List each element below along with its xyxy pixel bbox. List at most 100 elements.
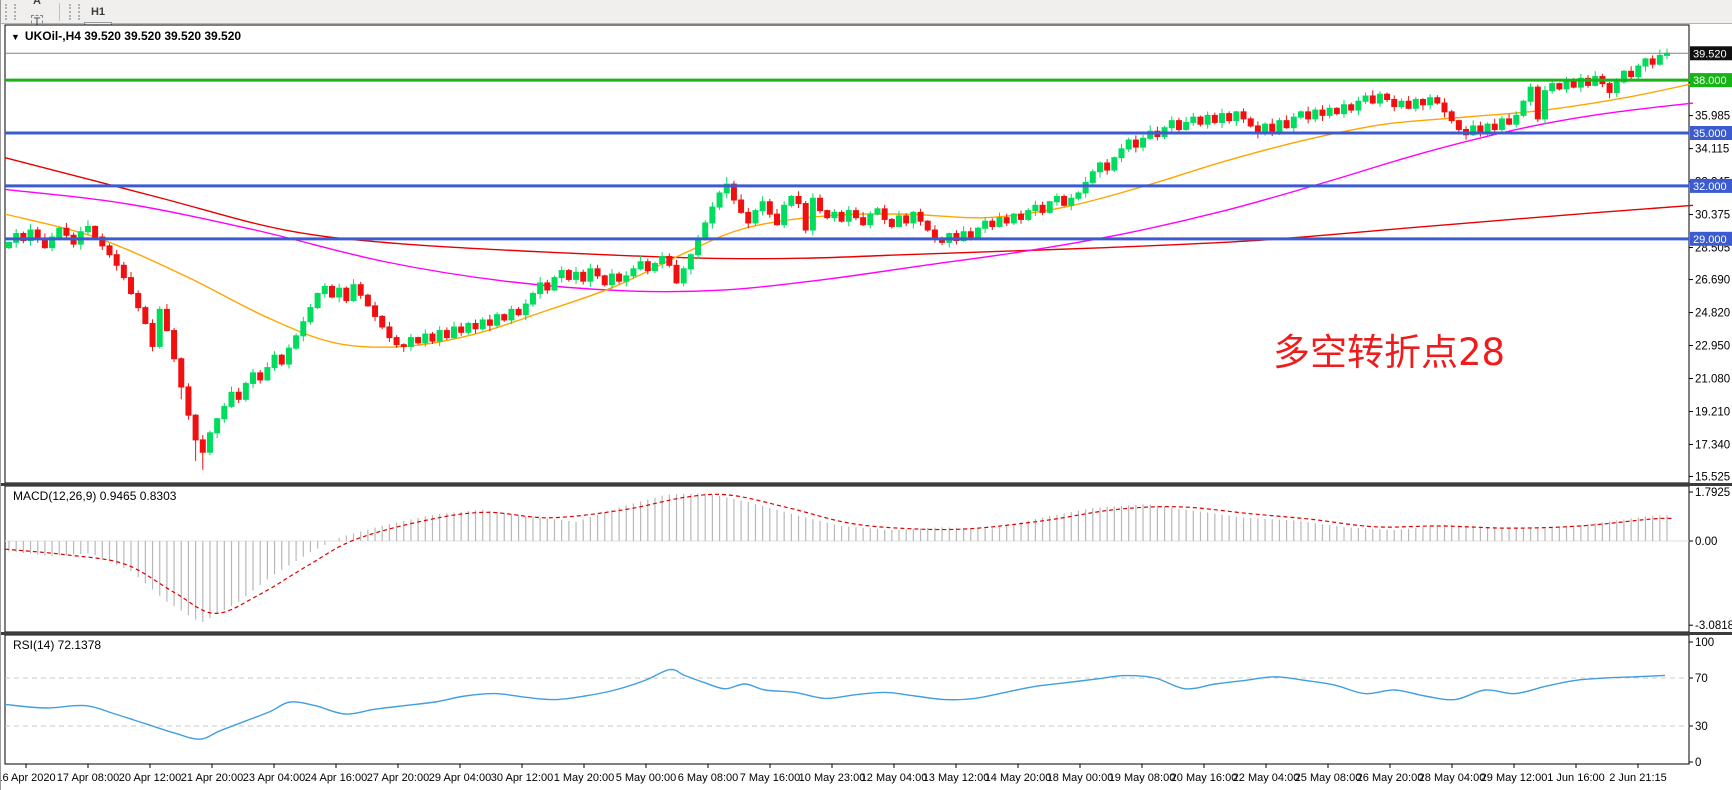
time-tick-label: 29 May 12:00: [1481, 772, 1548, 784]
candle-bull: [264, 367, 271, 381]
candle-bull: [1118, 148, 1125, 159]
time-tick-label: 28 May 04:00: [1419, 772, 1486, 784]
candle-bear: [1649, 58, 1656, 65]
candle-bull: [587, 268, 594, 282]
candle-bull: [1140, 137, 1147, 148]
candle-bull: [974, 227, 981, 238]
price-tick-label: 26.690: [1695, 275, 1730, 287]
candle-bear: [99, 236, 106, 247]
candle-bull: [1290, 116, 1297, 129]
candle-bear: [1039, 204, 1046, 213]
candle-bear: [1132, 139, 1139, 148]
candle-bear: [953, 233, 960, 242]
candle-bear: [393, 337, 400, 346]
candle-bull: [573, 271, 580, 280]
candle-bear: [1197, 116, 1204, 125]
macd-signal-line: [4, 493, 1674, 614]
candle-bull: [608, 273, 615, 286]
chart-plot[interactable]: 37.85535.98534.11532.24530.37528.50526.6…: [1, 23, 1732, 790]
candle-bear: [644, 261, 651, 272]
time-tick-label: 25 May 08:00: [1295, 772, 1362, 784]
time-tick-label: 7 May 16:00: [740, 772, 801, 784]
main-pane: [4, 24, 1690, 484]
candle-bull: [551, 277, 558, 291]
candle-bear: [415, 337, 422, 344]
price-tick-label: 34.115: [1695, 144, 1729, 156]
candle-bear: [824, 210, 831, 219]
candle-bull: [494, 314, 501, 326]
candle-bear: [199, 439, 206, 453]
time-tick-label: 1 May 20:00: [554, 772, 615, 784]
candle-bear: [838, 211, 845, 222]
candle-bear: [1018, 213, 1025, 220]
candle-bull: [1498, 118, 1505, 130]
toolbar-separator: [59, 2, 60, 21]
candle-bull: [831, 211, 838, 219]
candle-bull: [788, 195, 795, 206]
candle-bear: [881, 208, 888, 220]
candle-bear: [515, 308, 522, 316]
symbol-dropdown-icon[interactable]: ▼: [11, 32, 20, 42]
pane-separator-2[interactable]: [1, 632, 1732, 635]
candle-bear: [278, 354, 285, 365]
candle-bull: [1147, 130, 1154, 139]
candle-bear: [817, 197, 824, 212]
candle-bear: [616, 273, 623, 282]
time-tick-label: 21 Apr 20:00: [181, 772, 243, 784]
candle-bull: [84, 225, 91, 233]
rsi-axis-label: 30: [1695, 721, 1708, 733]
annotation-a-tool-button[interactable]: A: [33, 0, 41, 7]
candle-bull: [1635, 65, 1642, 78]
candle-bull: [1183, 121, 1190, 130]
candle-bull: [874, 208, 881, 215]
candle-bear: [1534, 86, 1541, 120]
candle-bull: [314, 292, 321, 309]
price-badge-label: 38.000: [1693, 75, 1727, 87]
candle-bear: [924, 220, 931, 231]
candle-bull: [1089, 171, 1096, 183]
candle-bear: [472, 322, 479, 330]
time-tick-label: 2 Jun 21:15: [1609, 772, 1667, 784]
candle-bear: [120, 264, 127, 279]
candle-bear: [738, 199, 745, 213]
candle-bear: [730, 183, 737, 201]
candle-bull: [221, 405, 228, 420]
time-tick-label: 23 Apr 04:00: [243, 772, 305, 784]
candle-bull: [659, 255, 666, 265]
candle-bull: [293, 335, 300, 349]
candle-bull: [350, 284, 357, 302]
candle-bear: [149, 322, 156, 347]
candle-bull: [321, 285, 328, 294]
time-tick-label: 22 May 04:00: [1233, 772, 1300, 784]
candle-bull: [1046, 201, 1053, 213]
candle-bull: [1075, 192, 1082, 199]
pane-separator[interactable]: [1, 483, 1732, 486]
candle-bear: [1226, 113, 1233, 122]
candle-bull: [1642, 58, 1649, 67]
candle-bear: [343, 287, 350, 302]
candle-bull: [759, 201, 766, 212]
candle-bull: [1613, 81, 1620, 93]
candle-bear: [1585, 77, 1592, 86]
macd-axis-label: 0.00: [1695, 536, 1717, 548]
toolbar-grip[interactable]: [5, 3, 16, 20]
price-tick-label: 35.985: [1695, 111, 1730, 123]
candle-bear: [379, 315, 386, 328]
timeframe-h1-button[interactable]: H1: [90, 5, 106, 18]
rsi-indicator-label: RSI(14) 72.1378: [13, 638, 102, 652]
candle-bull: [479, 319, 486, 330]
candle-bear: [357, 284, 364, 296]
candle-bull: [1355, 100, 1362, 111]
candle-bull: [529, 292, 536, 305]
time-tick-label: 5 May 00:00: [616, 772, 677, 784]
candle-bull: [56, 227, 63, 238]
candle-bull: [436, 330, 443, 342]
candle-bear: [92, 225, 99, 238]
candle-bear: [185, 386, 192, 416]
candle-bull: [271, 354, 278, 369]
toolbar-grip-2[interactable]: [69, 3, 80, 20]
candle-bear: [364, 294, 371, 307]
time-tick-label: 27 Apr 20:00: [367, 772, 429, 784]
rsi-pane: [4, 634, 1690, 765]
